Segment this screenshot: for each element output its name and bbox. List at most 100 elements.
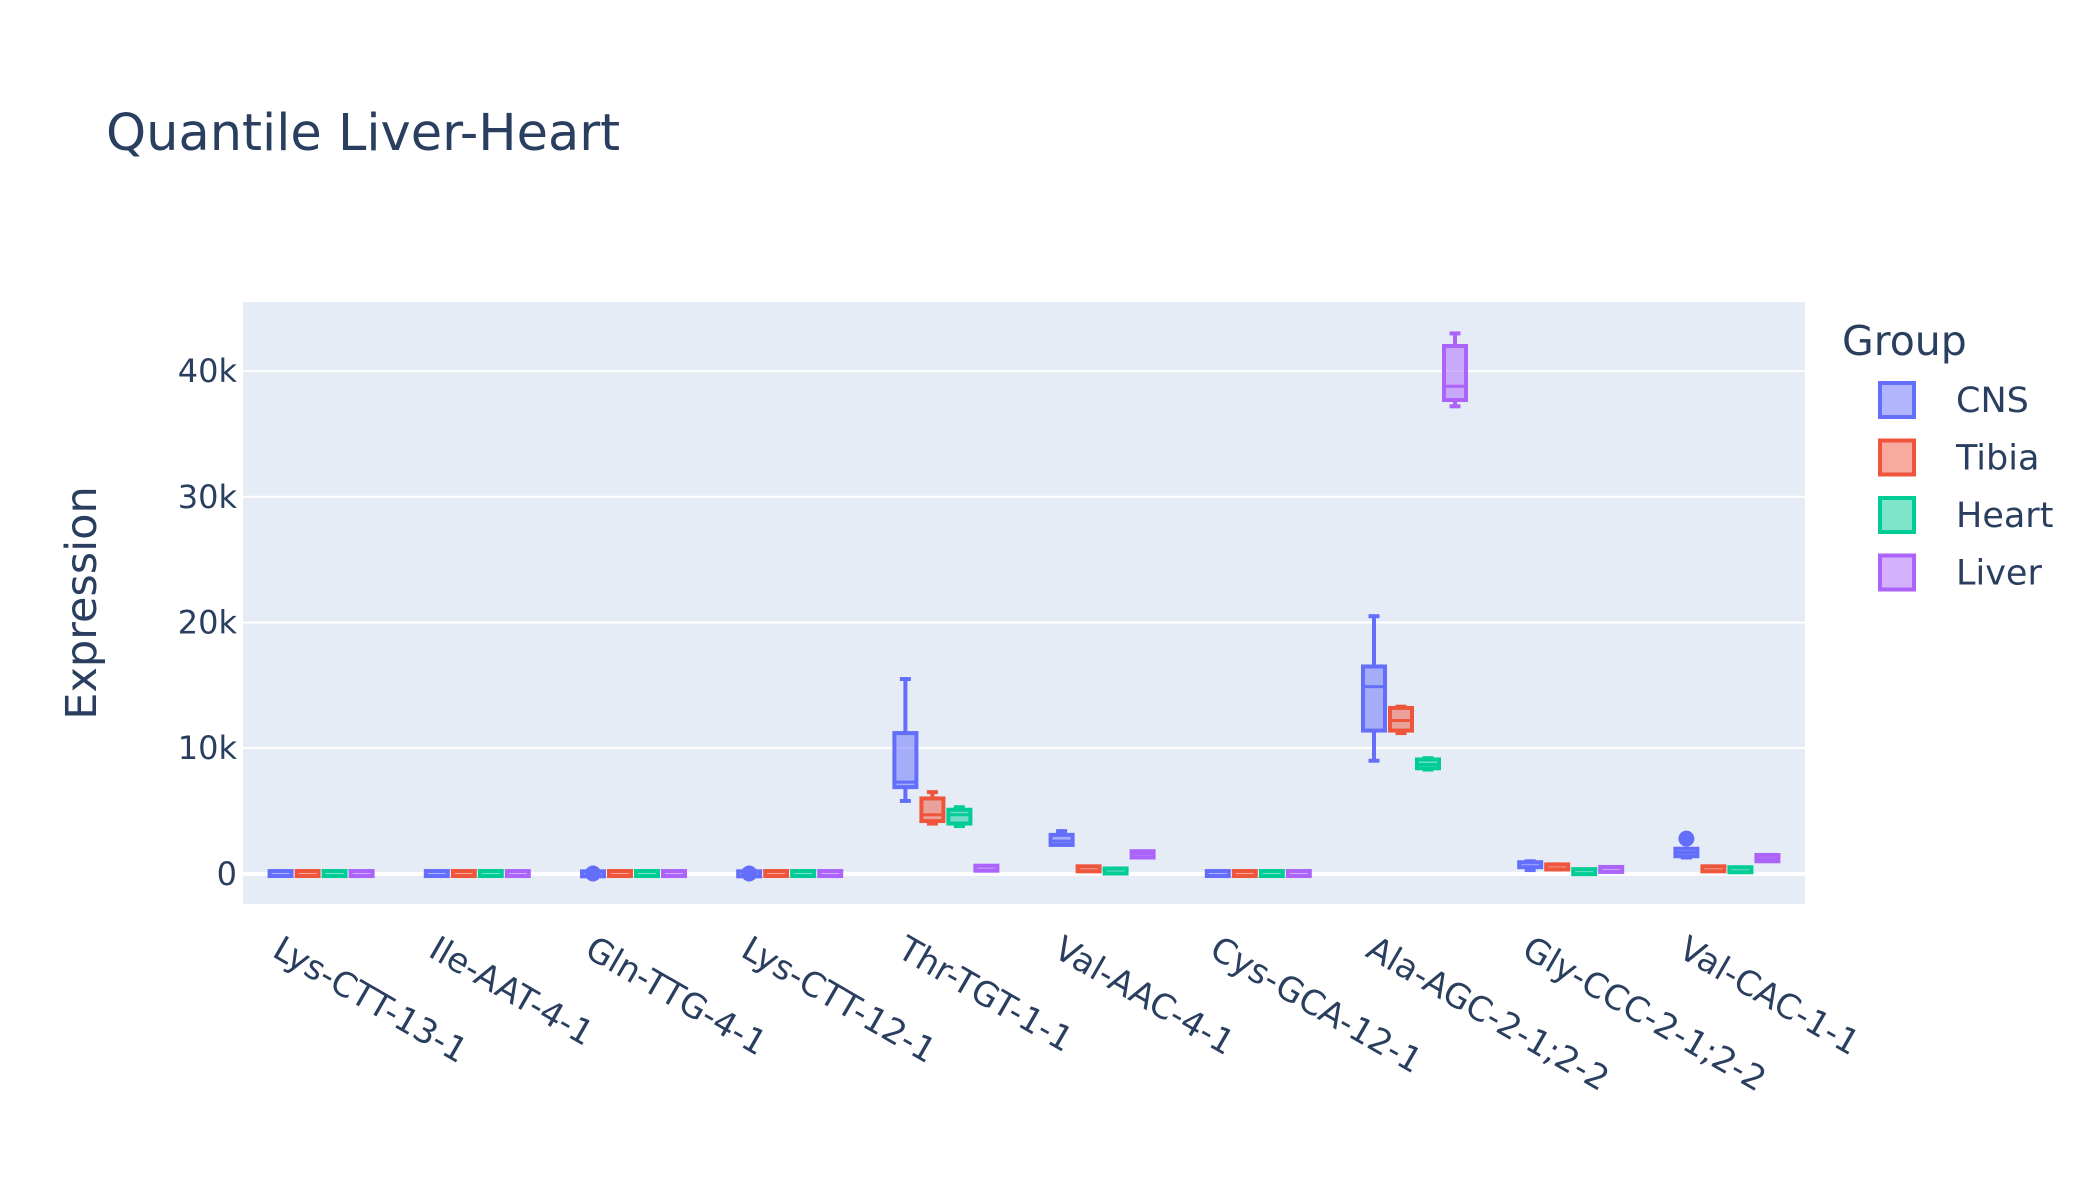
box-tibia [1544,862,1571,872]
box-heart [1102,866,1129,876]
iqr-box [817,869,844,879]
iqr-box [477,869,504,879]
legend-swatch [1878,496,1916,534]
box-tibia [294,869,321,879]
box-heart [946,805,973,829]
box-heart [1258,869,1285,879]
box-cns [423,869,450,879]
box-cns [267,869,294,879]
box-heart [321,869,348,879]
box-tibia [1388,704,1414,736]
iqr-box [1361,664,1387,733]
iqr-box [1231,869,1258,879]
iqr-box [661,869,687,879]
box-heart [1727,865,1754,875]
y-axis-title: Expression [57,486,107,719]
legend-item-heart[interactable]: Heart [1878,496,2053,536]
y-tick-label: 0 [217,855,237,893]
box-liver [1285,869,1312,879]
iqr-box [348,869,375,879]
y-tick-label: 10k [178,729,238,767]
iqr-box [607,869,633,879]
iqr-box [423,869,450,879]
iqr-box [634,869,660,879]
chart-title: Quantile Liver-Heart [106,104,620,163]
y-tick-label: 30k [178,478,238,516]
iqr-box [1075,864,1102,874]
iqr-box [892,731,919,790]
box-cns [1517,859,1544,873]
outlier-point [1678,830,1695,847]
iqr-box [1598,864,1625,874]
iqr-box [1442,343,1468,403]
box-cns [1673,830,1700,860]
legend-item-cns[interactable]: CNS [1878,381,2029,421]
outlier-point [741,865,758,882]
legend-swatch [1878,438,1916,477]
plot-area [243,302,1805,904]
box-liver [1598,864,1625,874]
y-axis-ticks: 0 10k 20k 30k 40k [178,352,238,893]
iqr-box [946,807,973,826]
box-tibia [607,869,633,879]
iqr-box [1285,869,1312,879]
iqr-box [321,869,348,879]
iqr-box [1700,864,1727,874]
iqr-box [973,863,1000,873]
iqr-box [1204,869,1231,879]
box-heart [1415,756,1441,772]
box-heart [634,869,660,879]
box-tibia [763,869,790,879]
iqr-box [1258,869,1285,879]
box-tibia [450,869,477,879]
box-liver [504,869,531,879]
iqr-box [763,869,790,879]
iqr-box [1727,865,1754,875]
box-cns [580,865,606,882]
iqr-box [450,869,477,879]
box-liver [348,869,375,879]
box-heart [790,869,817,879]
box-cns [1204,869,1231,879]
box-cns [736,865,763,882]
box-tibia [1231,869,1258,879]
box-tibia [919,790,946,826]
iqr-box [267,869,294,879]
box-cns [1048,829,1075,847]
iqr-box [294,869,321,879]
legend-label: CNS [1956,381,2029,421]
iqr-box [919,796,946,824]
iqr-box [1102,866,1129,876]
box-liver [1754,852,1781,864]
legend-label: Tibia [1955,439,2039,479]
box-liver [973,863,1000,873]
box-liver [1442,331,1468,409]
box-liver [1129,849,1156,860]
legend-swatch [1878,553,1916,592]
box-liver [661,869,687,879]
legend-swatch [1878,381,1916,419]
legend-item-tibia[interactable]: Tibia [1878,438,2039,479]
box-tibia [1700,864,1727,874]
box-cns [1361,614,1387,763]
box-cns [892,677,919,803]
iqr-box [504,869,531,879]
y-tick-label: 40k [178,352,238,390]
legend-title: Group [1842,317,1967,365]
y-tick-label: 20k [178,603,238,641]
box-traces [267,331,1781,882]
legend-item-liver[interactable]: Liver [1878,553,2042,594]
iqr-box [790,869,817,879]
box-heart [1571,867,1598,877]
legend-label: Liver [1956,554,2042,594]
legend: CNS Tibia Heart Liver [1878,381,2053,594]
box-heart [477,869,504,879]
iqr-box [1517,860,1544,870]
box-liver [817,869,844,879]
iqr-box [1571,867,1598,877]
outlier-point [585,865,601,882]
legend-label: Heart [1956,496,2053,536]
iqr-box [1544,862,1571,872]
box-tibia [1075,864,1102,874]
